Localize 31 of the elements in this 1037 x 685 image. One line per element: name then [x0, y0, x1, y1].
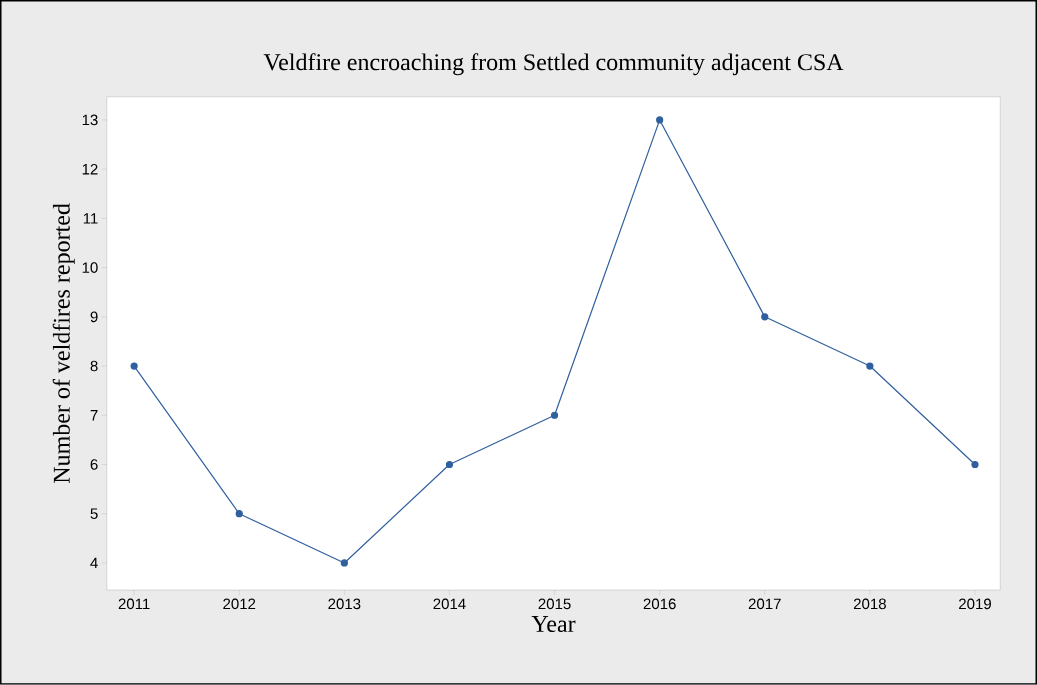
- point: [866, 362, 874, 370]
- x-tick-label: 2019: [959, 598, 991, 610]
- x-tick-label: 2016: [643, 598, 676, 610]
- point: [971, 460, 979, 469]
- y-tick-label: 9: [90, 311, 98, 323]
- y-axis-title: Number of veldfires reported: [52, 203, 75, 484]
- point: [445, 460, 454, 469]
- y-tick-label: 13: [82, 114, 98, 126]
- y-tick-label: 4: [90, 557, 98, 569]
- y-tick-label: 12: [82, 164, 98, 175]
- y-tick-label: 11: [83, 213, 98, 224]
- x-tick-label: 2015: [538, 598, 571, 610]
- point: [235, 510, 243, 518]
- x-tick-label: 2011: [118, 598, 150, 610]
- y-tick-label: 6: [90, 459, 98, 470]
- point: [550, 411, 559, 419]
- x-tick-label: 2013: [328, 598, 361, 610]
- x-tick-label: 2014: [433, 598, 466, 610]
- point: [340, 559, 348, 567]
- x-tick-label: 2017: [748, 598, 781, 610]
- point: [656, 116, 664, 124]
- chart-title: Veldfire encroaching from Settled community adjacent CSA: [263, 53, 844, 76]
- point: [761, 313, 769, 321]
- x-axis-title: Year: [531, 616, 576, 633]
- x-tick-label: 2012: [223, 598, 256, 610]
- y-tick-label: 5: [90, 508, 98, 520]
- y-tick-label: 7: [90, 410, 98, 421]
- y-tick-label: 8: [90, 360, 98, 372]
- y-tick-label: 10: [82, 262, 98, 273]
- x-tick-label: 2018: [853, 598, 886, 610]
- point: [130, 362, 138, 370]
